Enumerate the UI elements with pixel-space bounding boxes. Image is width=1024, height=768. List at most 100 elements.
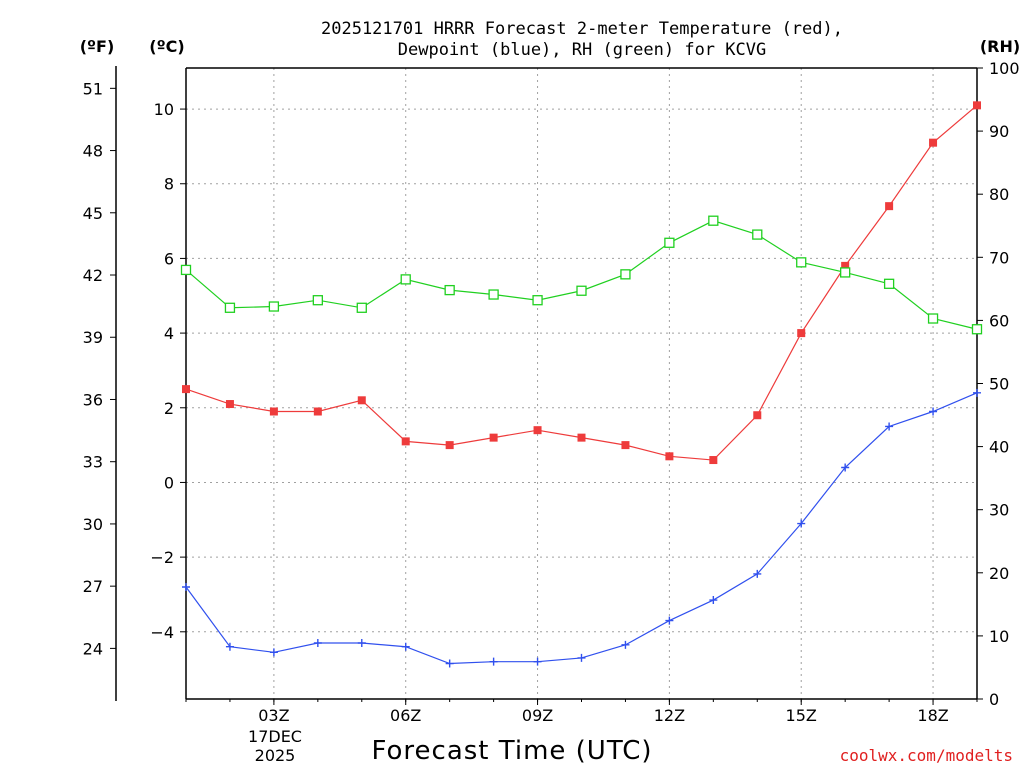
series-lines	[185, 104, 978, 665]
dewpoint-point	[225, 642, 234, 651]
celsius-tick-label: 6	[164, 249, 174, 268]
fahrenheit-tick-label: 30	[83, 515, 103, 534]
fahrenheit-tick-label: 42	[83, 266, 103, 285]
rh-point	[664, 237, 675, 248]
temperature-line	[185, 104, 978, 461]
chart-title-line1: 2025121701 HRRR Forecast 2-meter Tempera…	[321, 19, 843, 39]
tick-marks	[110, 67, 983, 705]
fahrenheit-tick-label: 27	[83, 577, 103, 596]
x-tick-label: 09Z	[522, 706, 553, 725]
celsius-tick-label: −4	[150, 623, 174, 642]
temperature-point	[489, 433, 498, 442]
dewpoint-point	[182, 582, 190, 591]
rh-tick-label: 40	[989, 438, 1009, 457]
rh-point	[180, 264, 192, 276]
rh-tick-label: 0	[989, 690, 999, 709]
rh-point	[488, 289, 499, 300]
rh-point	[883, 278, 895, 289]
fahrenheit-tick-label: 36	[83, 390, 103, 409]
dewpoint-point	[269, 648, 278, 657]
x-axis-title: Forecast Time (UTC)	[371, 736, 652, 766]
rh-point	[796, 257, 807, 268]
rh-point	[927, 313, 939, 324]
temperature-point	[665, 452, 674, 461]
celsius-unit-label: (ºC)	[149, 37, 184, 56]
temperature-point	[797, 329, 806, 338]
dewpoint-point	[445, 659, 454, 668]
date-label-day: 17DEC	[248, 727, 302, 746]
rh-point	[356, 302, 367, 313]
rh-tick-label: 60	[989, 311, 1009, 330]
fahrenheit-tick-label: 39	[83, 328, 103, 347]
rh-tick-label: 70	[989, 248, 1009, 267]
rh-tick-label: 10	[989, 627, 1009, 646]
temperature-point	[709, 456, 718, 465]
dewpoint-point	[401, 642, 410, 651]
temperature-point	[401, 437, 410, 446]
dewpoint-point	[929, 407, 938, 416]
fahrenheit-tick-label: 48	[83, 142, 103, 161]
temperature-point	[533, 426, 542, 435]
dewpoint-point	[753, 569, 762, 578]
fahrenheit-tick-label: 24	[83, 639, 103, 658]
rh-unit-label: (RH)	[980, 37, 1020, 56]
rh-point	[576, 285, 587, 296]
rh-point	[268, 301, 280, 312]
celsius-tick-label: −2	[150, 548, 174, 567]
dewpoint-point	[841, 463, 850, 472]
temperature-point	[753, 411, 762, 420]
credit-label: coolwx.com/modelts	[840, 746, 1013, 765]
series-markers	[180, 101, 983, 668]
celsius-tick-label: 4	[164, 324, 174, 343]
temperature-point	[885, 202, 894, 211]
dewpoint-point	[973, 388, 981, 397]
x-tick-label: 12Z	[654, 706, 685, 725]
rh-point	[400, 274, 411, 285]
x-tick-label: 18Z	[917, 706, 948, 725]
rh-point	[971, 324, 983, 335]
temperature-point	[225, 400, 234, 409]
rh-tick-label: 30	[989, 501, 1009, 520]
rh-point	[312, 295, 323, 306]
rh-tick-label: 100	[989, 59, 1020, 78]
temperature-point	[269, 407, 278, 416]
x-tick-label: 06Z	[390, 706, 421, 725]
temperature-point	[182, 385, 190, 394]
chart-title-line2: Dewpoint (blue), RH (green) for KCVG	[398, 40, 766, 60]
fahrenheit-tick-label: 45	[83, 204, 103, 223]
dewpoint-point	[621, 640, 630, 649]
date-label-year: 2025	[255, 746, 296, 765]
temperature-point	[357, 396, 366, 405]
rh-tick-label: 50	[989, 375, 1009, 394]
x-tick-label: 03Z	[258, 706, 289, 725]
dewpoint-point	[709, 596, 718, 605]
temperature-point	[621, 441, 630, 450]
rh-point	[840, 267, 851, 278]
celsius-tick-label: 8	[164, 175, 174, 194]
dewpoint-point	[357, 638, 366, 647]
temperature-point	[973, 101, 981, 110]
rh-point	[444, 284, 455, 296]
temperature-point	[841, 261, 850, 270]
fahrenheit-tick-label: 51	[83, 79, 103, 98]
rh-line	[185, 220, 978, 330]
rh-tick-label: 20	[989, 564, 1009, 583]
rh-point	[224, 302, 236, 313]
temperature-point	[929, 138, 938, 147]
celsius-tick-label: 10	[154, 100, 174, 119]
rh-point	[752, 229, 763, 240]
dewpoint-line	[185, 392, 978, 665]
fahrenheit-tick-label: 33	[83, 453, 103, 472]
dewpoint-point	[533, 657, 542, 666]
dewpoint-point	[885, 422, 894, 431]
rh-point	[532, 295, 543, 306]
dewpoint-point	[797, 519, 806, 528]
rh-tick-label: 80	[989, 185, 1009, 204]
dewpoint-point	[665, 616, 674, 625]
temperature-point	[445, 441, 454, 450]
celsius-tick-label: 2	[164, 399, 174, 418]
grid-lines	[186, 68, 977, 699]
dewpoint-point	[489, 657, 498, 666]
temperature-point	[577, 433, 586, 442]
